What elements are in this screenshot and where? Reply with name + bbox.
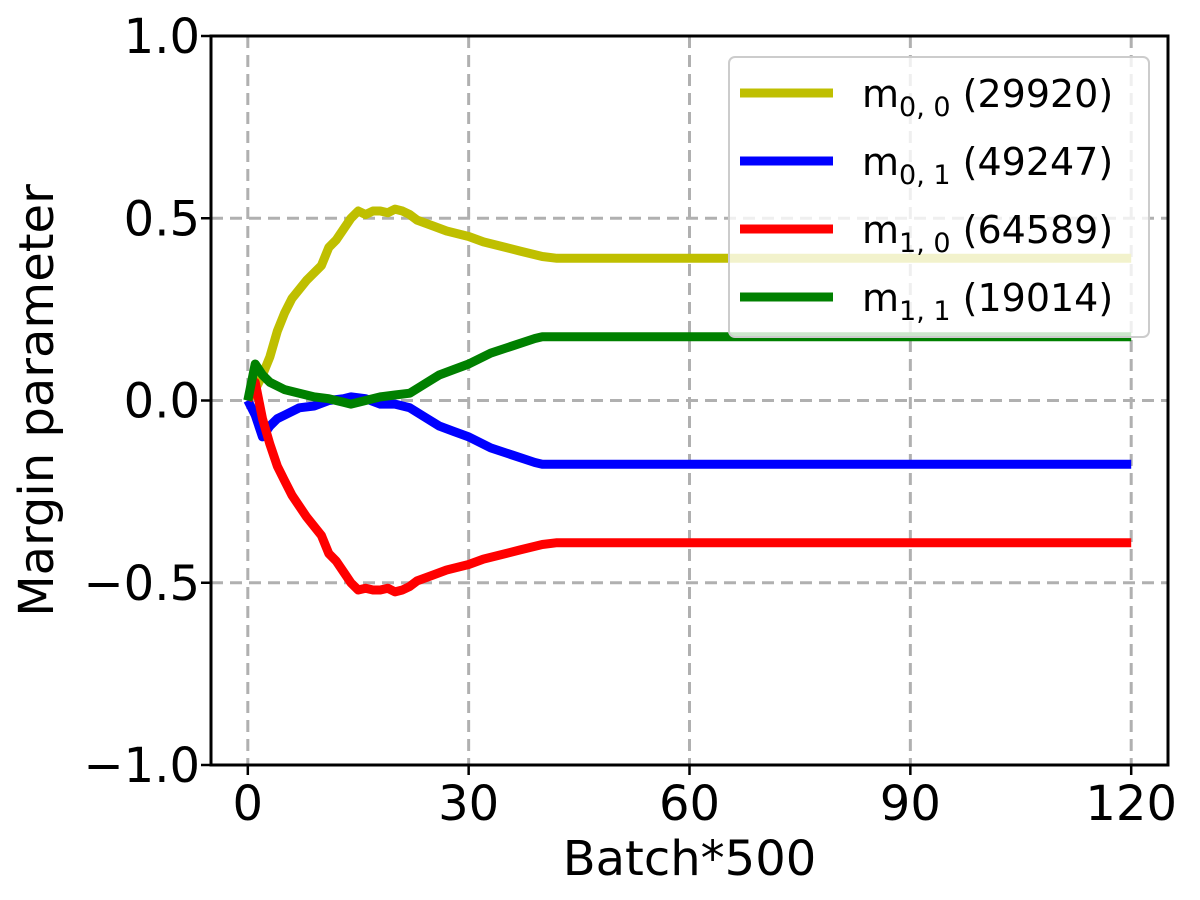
y-tick-label: 1.0 bbox=[124, 9, 200, 65]
x-tick-label: 60 bbox=[659, 776, 720, 832]
legend: m0, 0 (29920) m0, 1 (49247) m1, 0 (64589) m… bbox=[728, 56, 1150, 338]
x-tick-label: 120 bbox=[1085, 776, 1177, 832]
legend-label: m0, 1 (49247) bbox=[862, 140, 1113, 191]
series-line bbox=[243, 392, 1132, 469]
tick-marks bbox=[201, 34, 1133, 775]
y-axis-label: Margin parameter bbox=[9, 184, 65, 617]
y-tick-label: −1.0 bbox=[83, 738, 200, 794]
y-tick-label: 0.0 bbox=[124, 374, 200, 430]
legend-label: m1, 1 (19014) bbox=[862, 276, 1113, 327]
x-tick-label: 90 bbox=[880, 776, 941, 832]
legend-box bbox=[728, 56, 1150, 338]
legend-label: m1, 0 (64589) bbox=[862, 208, 1113, 259]
y-tick-label: 0.5 bbox=[124, 191, 200, 247]
series-line bbox=[244, 204, 1132, 404]
x-tick-label: 0 bbox=[233, 776, 264, 832]
x-axis-label: Batch*500 bbox=[563, 831, 817, 887]
y-tick-labels: −1.0 −0.5 0.0 0.5 1.0 bbox=[83, 9, 200, 794]
x-tick-label: 30 bbox=[438, 776, 499, 832]
x-tick-labels: 0 30 60 90 120 bbox=[233, 776, 1177, 832]
series-line bbox=[243, 332, 1132, 409]
series-line bbox=[243, 377, 1132, 597]
y-tick-label: −0.5 bbox=[83, 556, 200, 612]
legend-label: m0, 0 (29920) bbox=[862, 72, 1113, 123]
series-lines bbox=[243, 204, 1132, 597]
